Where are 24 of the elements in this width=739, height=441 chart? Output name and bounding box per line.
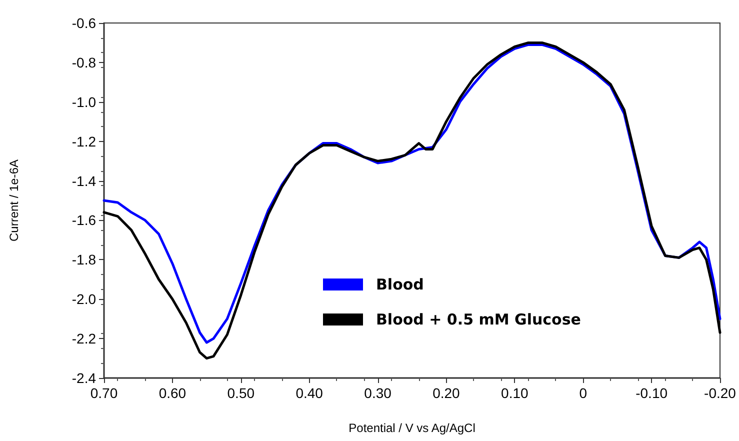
legend-label: Blood + 0.5 mM Glucose	[376, 310, 581, 328]
x-tick-label: 0.60	[158, 385, 186, 401]
y-tick-label: -2.2	[72, 330, 96, 347]
y-tick-label: -2.0	[72, 291, 96, 308]
x-tick-label: 0.30	[364, 385, 392, 401]
x-tick-label: 0	[579, 385, 588, 401]
y-tick-label: -1.4	[72, 172, 96, 189]
x-tick-label: -0.20	[704, 385, 736, 401]
y-tick-label: -1.2	[72, 133, 96, 150]
x-tick-label: 0.10	[501, 385, 529, 401]
x-tick-label: 0.20	[432, 385, 460, 401]
y-tick-label: -1.0	[72, 94, 96, 110]
x-tick-label: 0.40	[296, 385, 324, 401]
x-tick-label: -0.10	[636, 385, 668, 401]
y-tick-label: -0.6	[72, 15, 96, 31]
y-axis-title: Current / 1e-6A	[7, 159, 21, 242]
y-tick-label: -1.6	[72, 212, 96, 228]
y-tick-label: -0.8	[72, 54, 96, 70]
y-tick-label: -1.8	[72, 252, 96, 268]
x-axis-title: Potential / V vs Ag/AgCl	[348, 421, 476, 435]
legend-label: Blood	[376, 276, 424, 294]
y-tick-label: -2.4	[72, 370, 96, 386]
x-tick-label: 0.50	[227, 385, 255, 401]
x-tick-label: 0.70	[90, 385, 118, 401]
